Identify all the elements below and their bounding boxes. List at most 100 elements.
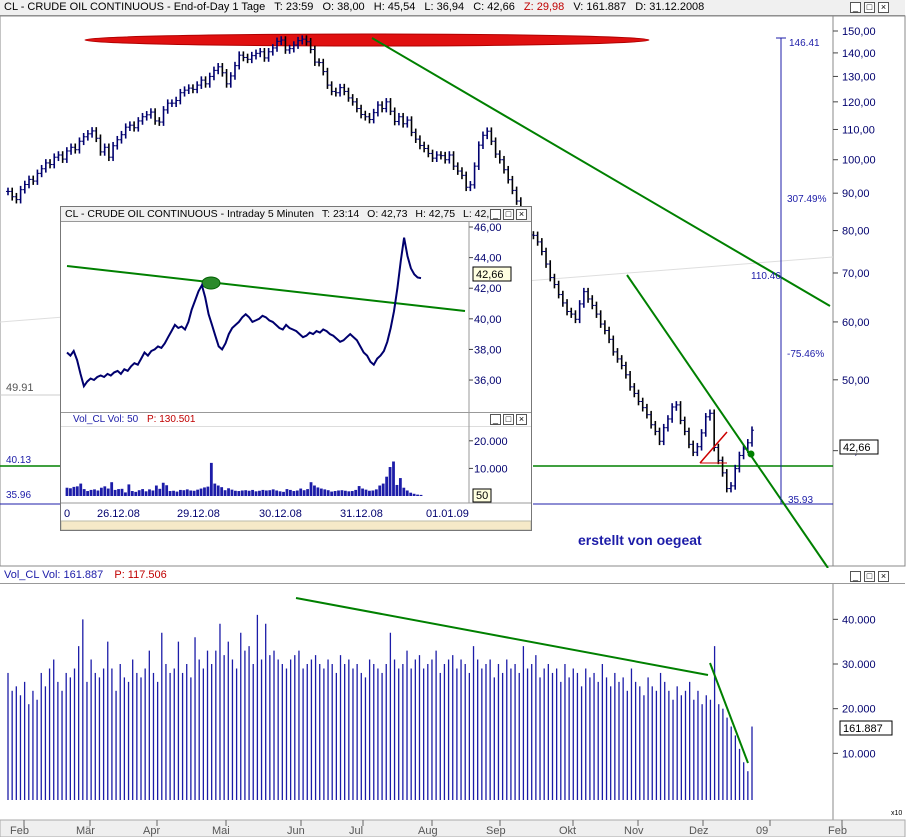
price-bar-30 — [132, 121, 137, 132]
price-bar-15 — [69, 143, 74, 155]
intraday-volume-bar-67 — [295, 490, 299, 496]
intraday-volume-bar-19 — [130, 491, 134, 496]
price-bar-72 — [308, 37, 313, 54]
main-restore-button[interactable]: □ — [864, 2, 875, 13]
intraday-volume-bar-65 — [288, 489, 292, 496]
price-bar-2 — [14, 192, 19, 204]
intraday-volume-bar-17 — [124, 492, 127, 496]
intraday-volume-bar-87 — [364, 489, 368, 496]
intraday-minimize-button[interactable]: _ — [490, 209, 501, 220]
price-bar-48 — [207, 72, 212, 88]
price-bar-50 — [216, 63, 221, 75]
price-bar-73 — [312, 45, 317, 66]
price-y-tick-label-6: 90,00 — [842, 188, 870, 200]
intraday-volume-bar-84 — [354, 489, 358, 496]
volume-titlebar[interactable]: Vol_CL Vol: 161.887 P: 117.506 — [0, 568, 905, 584]
price-bar-135 — [573, 310, 578, 324]
intraday-volume-titlebar[interactable]: Vol_CL Vol: 50 P: 130.501 — [61, 412, 531, 427]
intraday-volume-bar-51 — [240, 490, 244, 496]
price-bar-154 — [653, 420, 658, 436]
price-bar-127 — [539, 238, 544, 256]
price-bar-52 — [224, 69, 229, 88]
intraday-touch-marker — [201, 276, 221, 290]
volume-close-button[interactable]: × — [878, 571, 889, 582]
intraday-vol-restore-button[interactable]: □ — [503, 414, 514, 425]
intraday-title: CL - CRUDE OIL CONTINUOUS - Intraday 5 M… — [65, 208, 314, 220]
price-bar-0 — [6, 187, 10, 196]
price-bar-160 — [678, 401, 683, 425]
intraday-volume-bar-36 — [189, 490, 193, 496]
watermark-text: erstellt von oegeat — [578, 532, 702, 548]
price-bar-9 — [43, 159, 48, 173]
price-bar-138 — [586, 287, 591, 303]
price-bar-94 — [401, 112, 406, 128]
intraday-volume-bar-62 — [278, 491, 282, 496]
intraday-volume-bar-49 — [234, 490, 237, 496]
price-bar-64 — [275, 37, 280, 52]
price-bar-39 — [169, 99, 174, 108]
intraday-volume-bar-95 — [392, 461, 395, 496]
price-bar-58 — [249, 51, 254, 64]
level-4991-label: 49.91 — [6, 382, 34, 394]
price-bar-60 — [258, 47, 263, 58]
volume-minimize-button[interactable]: _ — [850, 571, 861, 582]
intraday-volume-bar-27 — [158, 488, 162, 496]
intraday-volume-bar-7 — [89, 489, 93, 496]
month-tick-label-2: Apr — [143, 825, 160, 837]
price-bar-45 — [195, 81, 200, 94]
intraday-volume-bar-80 — [340, 490, 344, 496]
price-bar-142 — [602, 320, 607, 335]
price-bar-61 — [262, 47, 267, 62]
intraday-close-button[interactable]: × — [516, 209, 527, 220]
price-bar-67 — [287, 44, 292, 54]
intraday-restore-button[interactable]: □ — [503, 209, 514, 220]
intraday-volume-bar-93 — [385, 476, 389, 496]
price-bar-92 — [392, 107, 397, 126]
intraday-titlebar[interactable]: CL - CRUDE OIL CONTINUOUS - Intraday 5 M… — [61, 207, 531, 222]
main-close-button[interactable]: × — [878, 2, 889, 13]
price-bar-43 — [186, 84, 191, 94]
price-bar-68 — [291, 41, 296, 53]
intraday-volume-bar-75 — [323, 489, 327, 496]
main-minimize-button[interactable]: _ — [850, 2, 861, 13]
price-bar-8 — [39, 164, 44, 178]
intraday-volume-bar-10 — [99, 487, 103, 496]
intraday-volume-bar-18 — [127, 484, 131, 496]
price-bar-139 — [590, 295, 595, 310]
volume-restore-button[interactable]: □ — [864, 571, 875, 582]
price-bar-140 — [594, 301, 599, 318]
intraday-volume-bar-40 — [203, 487, 206, 496]
steep-downtrend-line — [626, 274, 829, 569]
price-bar-137 — [581, 287, 586, 308]
price-bar-91 — [388, 98, 393, 116]
intraday-vol-minimize-button[interactable]: _ — [490, 414, 501, 425]
main-downtrend-line — [371, 37, 831, 307]
price-y-tick-label-8: 70,00 — [842, 268, 870, 280]
price-bar-169 — [716, 443, 721, 465]
price-bar-108 — [459, 167, 464, 180]
price-pane-frame — [0, 15, 906, 567]
price-bar-158 — [670, 403, 675, 423]
main-stat-low: L: 36,94 — [424, 1, 465, 13]
intraday-vol-close-button[interactable]: × — [516, 414, 527, 425]
intraday-volume-bar-60 — [271, 489, 275, 496]
volume-downtrend-line — [295, 597, 709, 676]
main-chart-titlebar[interactable]: CL - CRUDE OIL CONTINUOUS - End-of-Day 1… — [0, 0, 905, 16]
price-bar-129 — [548, 260, 553, 282]
intraday-vol-tag: 50 — [476, 490, 488, 502]
intraday-volume-bar-38 — [196, 489, 200, 496]
price-bar-51 — [220, 63, 225, 77]
month-tick-label-6: Aug — [418, 825, 438, 837]
price-bar-145 — [615, 348, 620, 363]
intraday-scrollbar[interactable] — [61, 520, 531, 530]
intraday-window[interactable]: CL - CRUDE OIL CONTINUOUS - Intraday 5 M… — [60, 206, 532, 531]
price-y-tick-label-2: 130,00 — [842, 71, 876, 83]
price-bar-104 — [443, 151, 448, 164]
price-y-tick-label-7: 80,00 — [842, 226, 870, 238]
price-bar-35 — [153, 108, 158, 125]
price-bar-106 — [451, 151, 456, 170]
intraday-volume-bar-46 — [223, 490, 227, 496]
price-bar-153 — [649, 410, 654, 429]
price-bar-174 — [737, 451, 742, 473]
price-bar-36 — [157, 117, 162, 126]
